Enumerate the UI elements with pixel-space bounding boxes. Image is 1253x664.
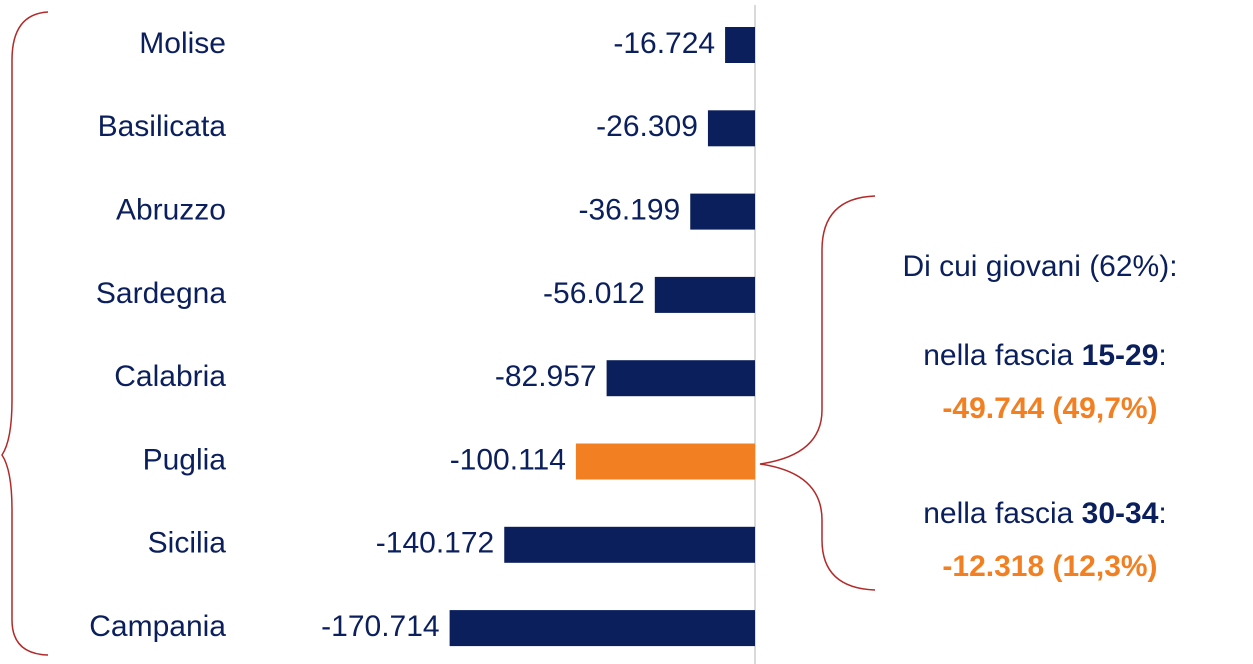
value-label: -56.012 <box>543 277 645 310</box>
annotation-value: -49.744 (49,7%) <box>942 392 1157 425</box>
value-label: -100.114 <box>450 443 566 476</box>
annotation-line: nella fascia 15-29: <box>923 339 1167 372</box>
annotation-line: nella fascia 30-34: <box>923 497 1167 530</box>
annotation-range: 30-34 <box>1082 497 1159 530</box>
category-label: Sardegna <box>96 277 226 310</box>
annotation-suffix: : <box>1158 497 1166 530</box>
bar <box>504 526 755 563</box>
category-label: Calabria <box>114 360 226 393</box>
annotation-value: -12.318 (12,3%) <box>942 550 1157 583</box>
bar <box>449 610 755 647</box>
bar <box>654 276 755 313</box>
value-label: -140.172 <box>376 527 494 560</box>
category-label: Sicilia <box>148 527 227 560</box>
annotation-title: Di cui giovani (62%): <box>902 250 1177 283</box>
value-label: -170.714 <box>321 610 439 643</box>
value-label: -26.309 <box>596 110 698 143</box>
category-label: Molise <box>139 27 226 60</box>
left-brace <box>1 11 49 656</box>
bar <box>725 27 755 63</box>
value-label: -36.199 <box>578 194 680 227</box>
bar <box>606 360 755 397</box>
bar <box>690 193 755 230</box>
bar <box>707 110 755 147</box>
annotation-prefix: nella fascia <box>923 339 1081 372</box>
category-label: Abruzzo <box>116 194 226 227</box>
category-label: Campania <box>89 610 226 643</box>
category-label: Basilicata <box>98 110 227 143</box>
category-label: Puglia <box>143 443 227 476</box>
bar <box>575 443 755 480</box>
right-brace <box>759 195 876 591</box>
annotation-range: 15-29 <box>1082 339 1159 372</box>
value-label: -16.724 <box>613 27 715 60</box>
value-label: -82.957 <box>495 360 597 393</box>
annotation-suffix: : <box>1158 339 1166 372</box>
annotation-prefix: nella fascia <box>923 497 1081 530</box>
